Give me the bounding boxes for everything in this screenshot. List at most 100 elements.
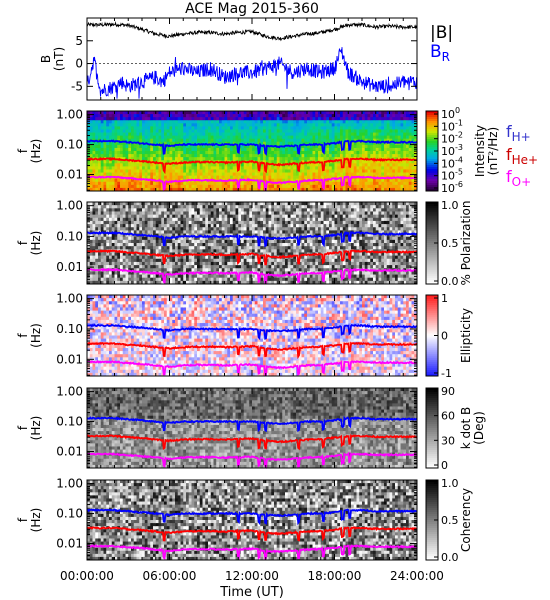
spectrogram-cell bbox=[89, 261, 93, 266]
spectrogram-cell bbox=[147, 211, 151, 216]
spectrogram-cell bbox=[252, 220, 256, 225]
spectrogram-cell bbox=[175, 217, 179, 222]
spectrogram-cell bbox=[109, 236, 113, 241]
spectrogram-cell bbox=[144, 239, 148, 244]
colorbar-label-line: Intensity bbox=[473, 125, 487, 177]
spectrogram-cell bbox=[186, 187, 190, 192]
spectrogram-cell bbox=[191, 233, 195, 238]
spectrogram-cell bbox=[175, 147, 179, 152]
spectrogram-cell bbox=[114, 187, 118, 192]
spectrogram-cell bbox=[221, 132, 225, 137]
spectrogram-cell bbox=[326, 166, 330, 170]
spectrogram-cell bbox=[257, 205, 261, 209]
spectrogram-cell bbox=[249, 181, 253, 186]
spectrogram-cell bbox=[186, 181, 190, 186]
spectrogram-cell bbox=[312, 114, 316, 118]
spectrogram-cell bbox=[120, 258, 124, 263]
spectrogram-cell bbox=[381, 147, 385, 152]
spectrogram-cell bbox=[175, 138, 179, 143]
spectrogram-cell bbox=[87, 178, 91, 183]
spectrogram-cell bbox=[133, 151, 137, 155]
spectrogram-cell bbox=[169, 151, 173, 155]
spectrogram-cell bbox=[188, 147, 192, 152]
spectrogram-cell bbox=[268, 154, 272, 158]
spectrogram-cell bbox=[122, 132, 126, 137]
spectrogram-cell bbox=[337, 120, 341, 124]
spectrogram-cell bbox=[180, 243, 184, 247]
spectrogram-cell bbox=[411, 160, 415, 164]
spectrogram-cell bbox=[232, 214, 236, 219]
spectrogram-cell bbox=[230, 277, 234, 282]
spectrogram-cell bbox=[290, 169, 294, 173]
spectrogram-cell bbox=[205, 120, 209, 124]
spectrogram-cell bbox=[326, 169, 330, 173]
spectrogram-cell bbox=[208, 129, 212, 133]
spectrogram-cell bbox=[227, 202, 231, 206]
spectrogram-cell bbox=[153, 123, 157, 127]
spectrogram-cell bbox=[395, 184, 399, 189]
spectrogram-cell bbox=[254, 117, 258, 121]
spectrogram-cell bbox=[114, 135, 118, 140]
spectrogram-cell bbox=[183, 126, 187, 130]
spectrogram-cell bbox=[408, 144, 412, 149]
spectrogram-cell bbox=[92, 214, 96, 219]
spectrogram-cell bbox=[144, 154, 148, 158]
spectrogram-cell bbox=[397, 154, 401, 158]
spectrogram-cell bbox=[147, 163, 151, 167]
spectrogram-cell bbox=[378, 181, 382, 186]
spectrogram-cell bbox=[188, 114, 192, 118]
spectrogram-cell bbox=[114, 211, 118, 216]
spectrogram-cell bbox=[194, 114, 198, 118]
spectrogram-cell bbox=[238, 243, 242, 247]
spectrogram-cell bbox=[403, 135, 407, 140]
spectrogram-cell bbox=[117, 255, 121, 260]
spectrogram-cell bbox=[169, 147, 173, 152]
spectrogram-cell bbox=[384, 181, 388, 186]
spectrogram-cell bbox=[276, 126, 280, 130]
spectrogram-cell bbox=[153, 261, 157, 266]
spectrogram-cell bbox=[125, 202, 129, 206]
spectrogram-cell bbox=[153, 246, 157, 250]
spectrogram-cell bbox=[95, 126, 99, 130]
spectrogram-cell bbox=[114, 227, 118, 231]
spectrogram-cell bbox=[249, 224, 253, 228]
spectrogram-cell bbox=[353, 151, 357, 155]
spectrogram-cell bbox=[208, 205, 212, 209]
spectrogram-cell bbox=[197, 157, 201, 161]
spectrogram-cell bbox=[213, 120, 217, 124]
spectrogram-cell bbox=[183, 246, 187, 250]
spectrogram-cell bbox=[120, 214, 124, 219]
spectrogram-cell bbox=[265, 132, 269, 137]
spectrogram-cell bbox=[323, 135, 327, 140]
spectrogram-cell bbox=[175, 227, 179, 231]
spectrogram-cell bbox=[180, 117, 184, 121]
spectrogram-cell bbox=[216, 243, 220, 247]
spectrogram-cell bbox=[232, 111, 236, 115]
spectrogram-cell bbox=[386, 117, 390, 121]
spectrogram-cell bbox=[235, 211, 239, 216]
spectrogram-cell bbox=[400, 114, 404, 118]
spectrogram-cell bbox=[177, 135, 181, 140]
spectrogram-cell bbox=[331, 126, 335, 130]
spectrogram-cell bbox=[359, 163, 363, 167]
spectrogram-cell bbox=[370, 184, 374, 189]
spectrogram-cell bbox=[254, 268, 258, 272]
spectrogram-cell bbox=[293, 166, 297, 170]
spectrogram-cell bbox=[307, 114, 311, 118]
spectrogram-cell bbox=[378, 111, 382, 115]
spectrogram-cell bbox=[106, 123, 110, 127]
spectrogram-cell bbox=[161, 123, 165, 127]
spectrogram-cell bbox=[221, 261, 225, 266]
spectrogram-cell bbox=[92, 172, 96, 177]
spectrogram-cell bbox=[364, 160, 368, 164]
spectrogram-cell bbox=[301, 126, 305, 130]
spectrogram-cell bbox=[142, 117, 146, 121]
spectrogram-cell bbox=[175, 129, 179, 133]
spectrogram-cell bbox=[257, 123, 261, 127]
spectrogram-cell bbox=[337, 111, 341, 115]
spectrogram-cell bbox=[125, 265, 129, 269]
spectrogram-cell bbox=[351, 163, 355, 167]
spectrogram-cell bbox=[117, 147, 121, 152]
spectrogram-cell bbox=[210, 166, 214, 170]
spectrogram-cell bbox=[199, 211, 203, 216]
